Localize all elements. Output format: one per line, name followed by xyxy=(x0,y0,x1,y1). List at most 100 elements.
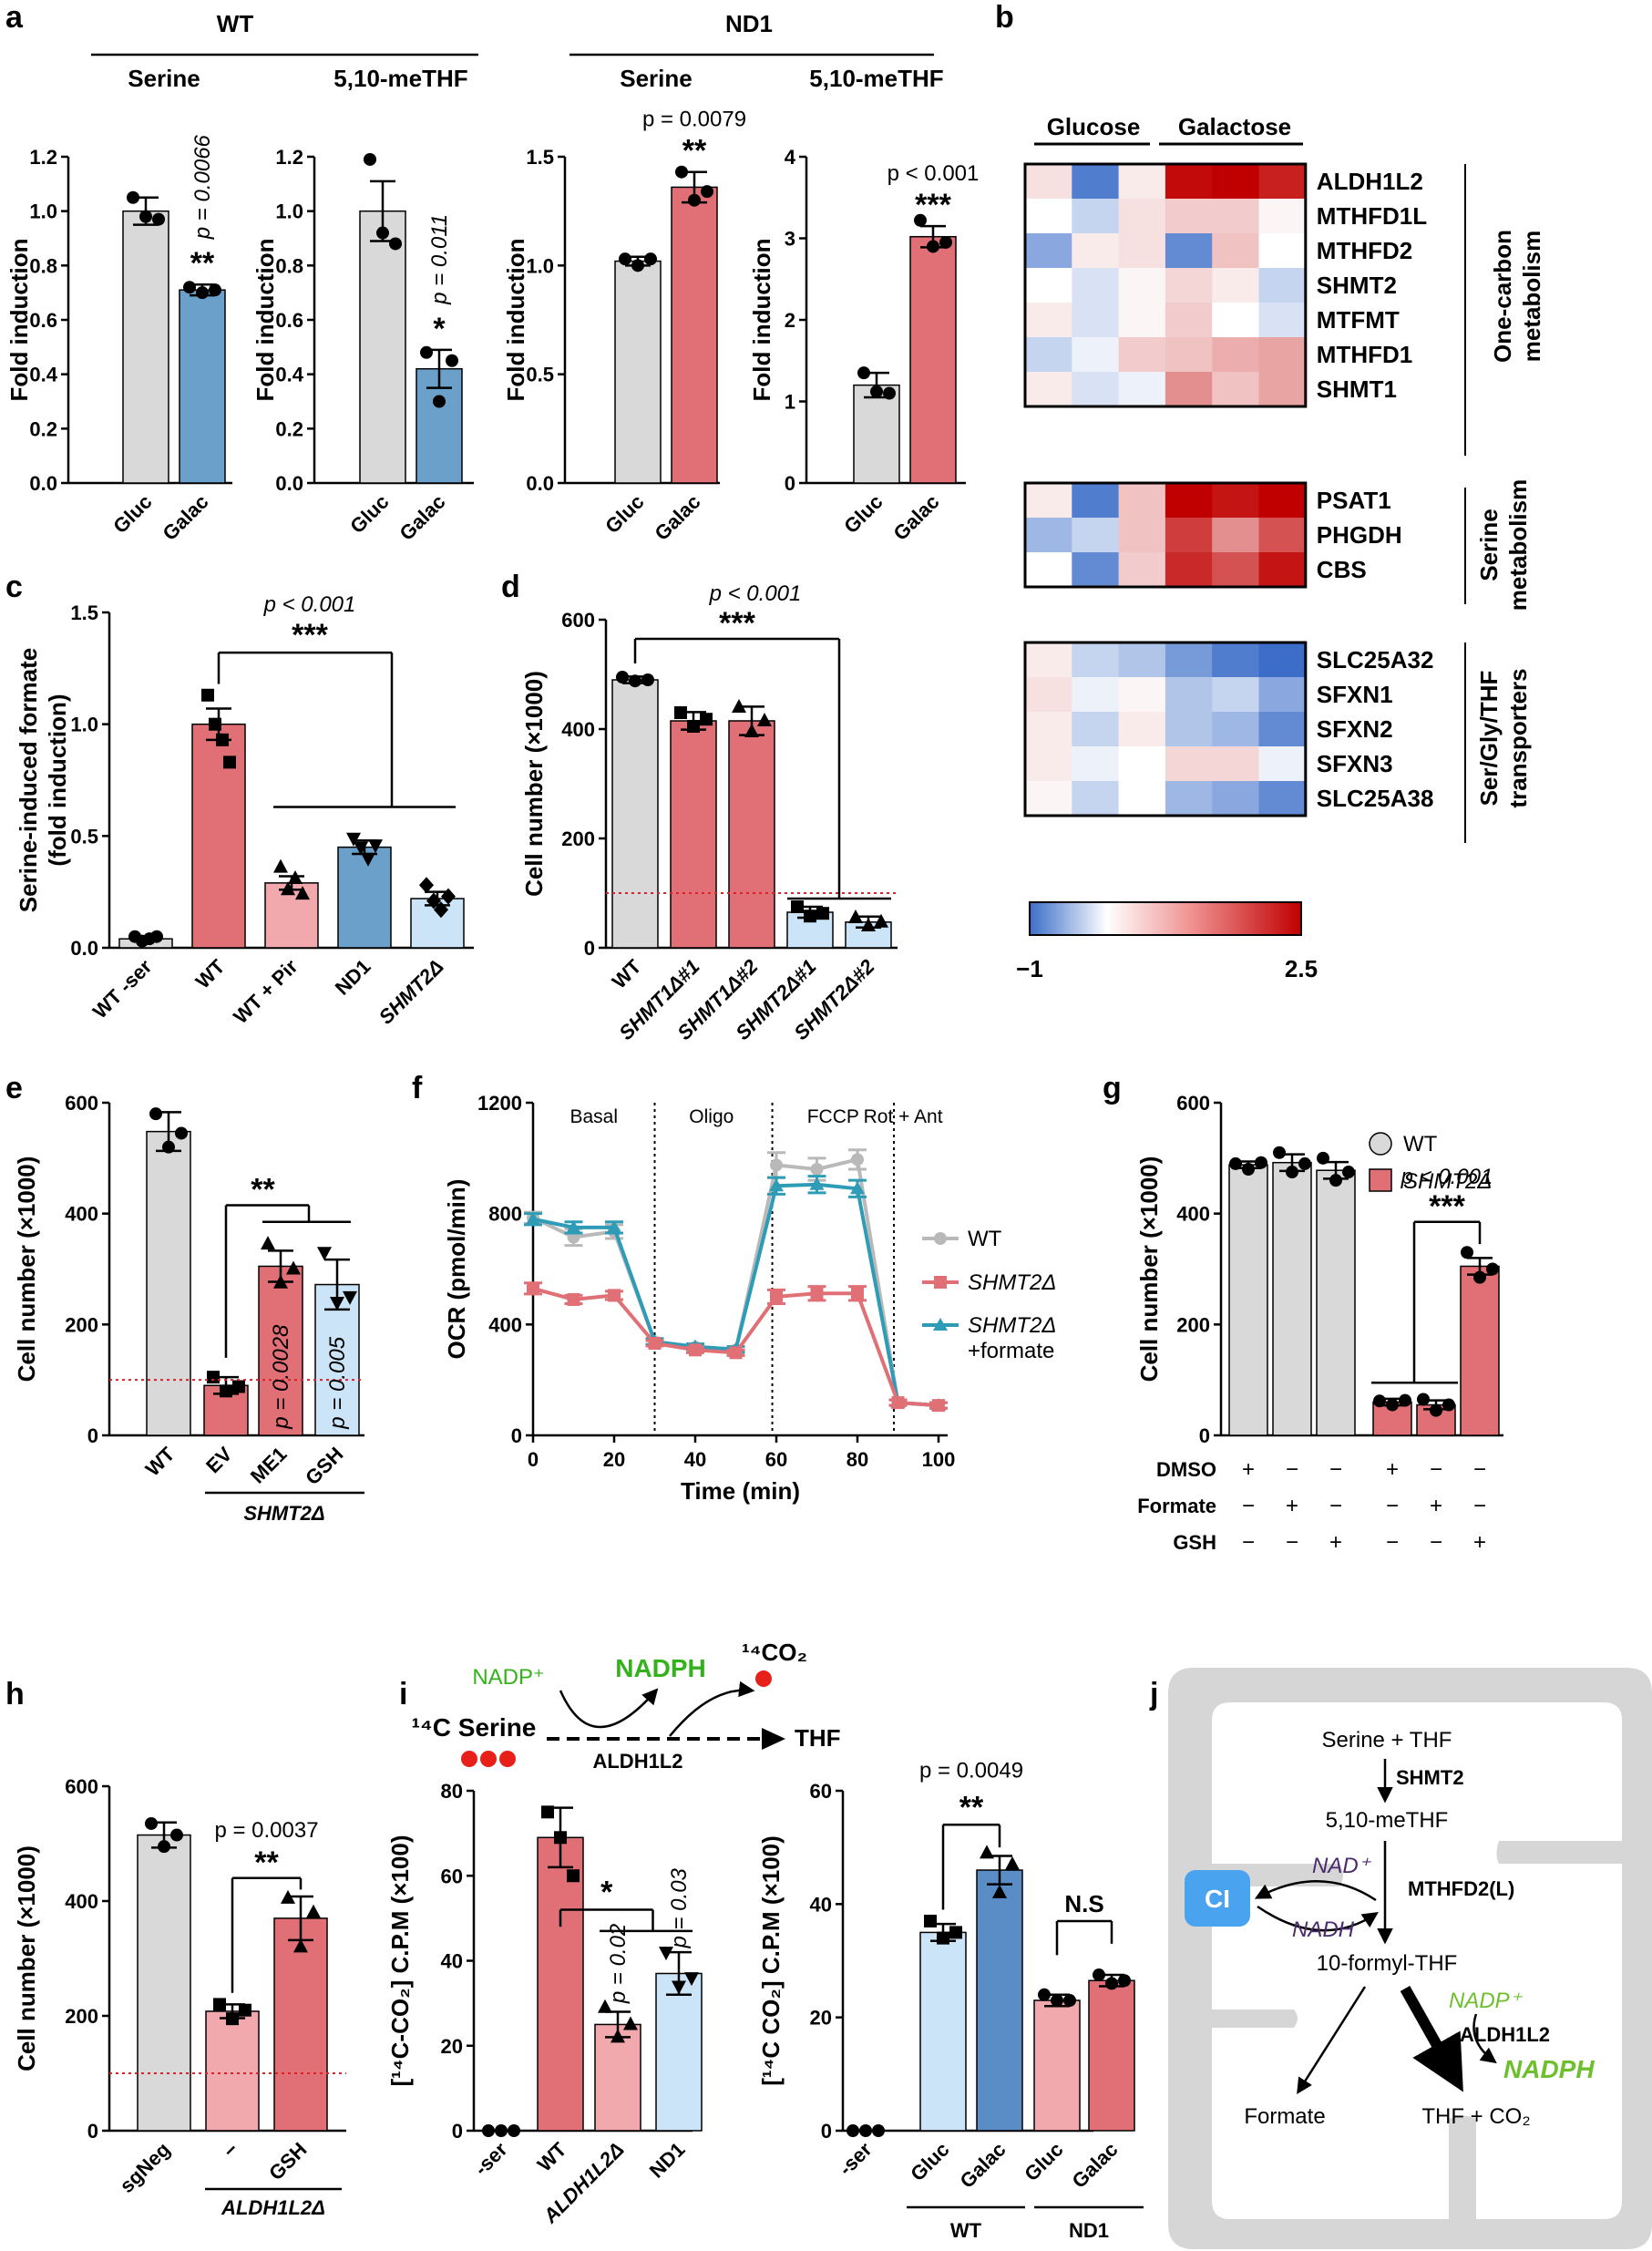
legend-marker xyxy=(934,1232,947,1245)
heatmap-cell xyxy=(1212,303,1259,338)
significance-stars: *** xyxy=(719,606,755,641)
data-point xyxy=(1386,1398,1399,1412)
data-point xyxy=(376,226,389,240)
data-point xyxy=(851,1153,864,1167)
data-point xyxy=(1329,1174,1342,1187)
data-point xyxy=(239,2003,251,2017)
heatmap-cell xyxy=(1072,677,1120,713)
y-tick-label: 80 xyxy=(441,1780,463,1803)
heatmap-cell xyxy=(1258,483,1307,519)
heatmap-cell xyxy=(1118,483,1166,519)
significance-stars: ** xyxy=(190,246,215,281)
data-point xyxy=(729,1346,743,1360)
heatmap-cell xyxy=(1118,268,1166,303)
data-point xyxy=(139,210,152,223)
data-point xyxy=(209,283,221,297)
data-point xyxy=(281,881,295,896)
data-point xyxy=(891,1396,905,1410)
data-point xyxy=(368,839,383,854)
data-point xyxy=(689,1343,702,1357)
data-point xyxy=(1118,1974,1131,1988)
treatment-sign: − xyxy=(1473,1494,1486,1518)
scheme-carbon-dot xyxy=(480,1751,497,1767)
data-point xyxy=(688,193,701,207)
data-point xyxy=(1298,1156,1311,1170)
data-point xyxy=(434,901,448,919)
y-tick-label: 0 xyxy=(821,2120,832,2143)
x-tick-label: Gluc xyxy=(839,490,887,538)
data-point xyxy=(223,755,236,769)
bar xyxy=(919,1931,967,2132)
data-point xyxy=(872,2124,885,2137)
panel-label-g: g xyxy=(1103,1071,1122,1105)
heatmap-group-serine: Serine xyxy=(1475,509,1503,581)
heatmap-cell xyxy=(1212,337,1259,373)
treatment-sign: − xyxy=(1386,1530,1399,1555)
data-point xyxy=(354,841,368,856)
data-point xyxy=(851,1287,864,1300)
y-tick-label: 20 xyxy=(810,2007,832,2030)
x-tick-label: sgNeg xyxy=(115,2138,174,2197)
heatmap-cell xyxy=(1072,337,1120,373)
significance-stars: *** xyxy=(292,618,328,653)
y-tick-label: 0 xyxy=(584,937,595,960)
heatmap-cell xyxy=(1258,337,1307,373)
heatmap-cell xyxy=(1118,677,1166,713)
data-point xyxy=(183,281,196,294)
y-tick-label: 1 xyxy=(785,391,795,414)
y-tick-label: 1.2 xyxy=(29,146,57,169)
bar xyxy=(146,1130,191,1436)
y-tick-label: 0.4 xyxy=(275,364,303,386)
bar xyxy=(191,723,246,949)
data-point xyxy=(346,832,361,847)
heatmap-cell xyxy=(1212,483,1259,519)
heatmap-cell xyxy=(1165,199,1213,234)
heatmap-cell xyxy=(1165,712,1213,747)
data-point xyxy=(527,1281,539,1295)
x-tick-label: Galac xyxy=(158,490,212,545)
y-tick-label: 0.6 xyxy=(275,309,303,332)
data-point xyxy=(420,345,433,359)
x-tick-label: Gluc xyxy=(345,490,393,538)
y-tick-label: 20 xyxy=(441,2035,463,2058)
data-point xyxy=(1229,1156,1242,1170)
data-point xyxy=(1051,1994,1063,2008)
panel-h-chart: 0 200 400 600 Cell number (×1000) sgNeg − GSH **… xyxy=(13,1775,346,2219)
p-value: p = 0.02 xyxy=(606,1924,631,2004)
y-tick-label: 400 xyxy=(65,1890,98,1913)
heatmap-cell xyxy=(1025,642,1072,678)
data-point xyxy=(330,1297,344,1311)
y-tick-label: 600 xyxy=(561,609,595,632)
y-tick-label: 0 xyxy=(511,1424,522,1447)
data-point xyxy=(293,1938,308,1953)
heatmap-cell xyxy=(1165,372,1213,407)
data-point xyxy=(1105,1977,1118,1990)
data-point xyxy=(927,240,939,253)
heatmap-cell xyxy=(1258,164,1307,200)
bar xyxy=(258,1265,303,1436)
significance-stars: * xyxy=(433,312,446,346)
heatmap-cell xyxy=(1118,233,1166,269)
data-point xyxy=(566,1219,581,1233)
data-point xyxy=(770,1158,783,1172)
colorbar-max: 2.5 xyxy=(1285,955,1318,982)
heatmap-cell xyxy=(1072,552,1120,588)
data-point xyxy=(816,907,829,920)
data-point xyxy=(1286,1166,1298,1179)
heatmap-group-onecarbon-2: metabolism xyxy=(1518,231,1545,363)
panel-label-e: e xyxy=(5,1071,23,1105)
bar xyxy=(1228,1164,1268,1436)
p-value: p = 0.0049 xyxy=(919,1758,1023,1783)
bar xyxy=(853,384,900,484)
heatmap-cell xyxy=(1072,303,1120,338)
data-point xyxy=(306,1904,321,1918)
phase-label: Basal xyxy=(569,1106,618,1127)
y-tick-label: 600 xyxy=(65,1092,98,1115)
treatment-sign: − xyxy=(1286,1530,1298,1555)
heatmap-cell xyxy=(1025,746,1072,782)
scheme-carbon-dot xyxy=(499,1751,516,1767)
data-point xyxy=(1473,1270,1486,1284)
heatmap-cell xyxy=(1118,712,1166,747)
heatmap-cell xyxy=(1025,483,1072,519)
